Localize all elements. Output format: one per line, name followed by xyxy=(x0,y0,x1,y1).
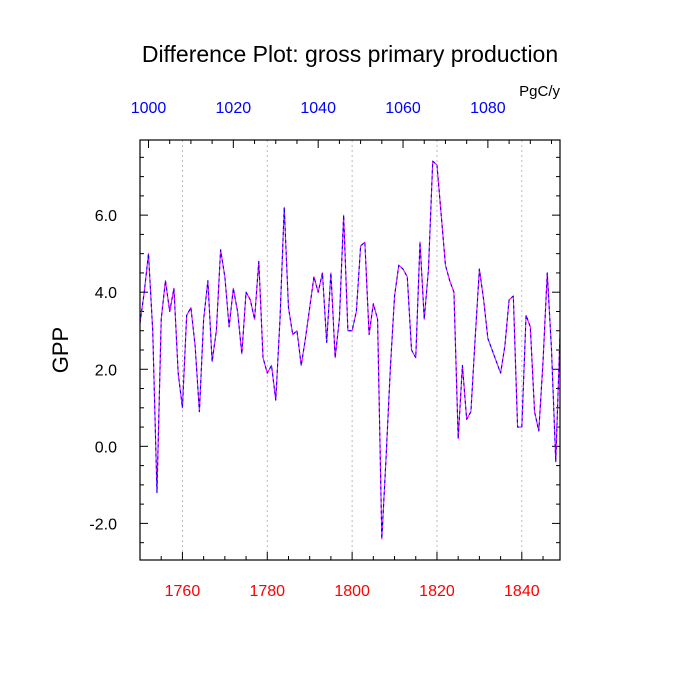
plot-frame xyxy=(139,139,561,561)
chart-title: Difference Plot: gross primary productio… xyxy=(142,41,558,67)
grid-lines xyxy=(182,140,523,560)
y-tick-label: 4.0 xyxy=(95,285,117,302)
tick-labels: 1760 1780 1800 1820 1840 1000 1020 1040 1060 1080… xyxy=(89,100,539,600)
series-line-case-b xyxy=(139,160,561,540)
x-bottom-tick-label: 1840 xyxy=(504,583,540,600)
y-tick-label: -2.0 xyxy=(89,516,117,533)
y-tick-label: 2.0 xyxy=(95,362,117,379)
x-top-tick-label: 1040 xyxy=(300,100,336,117)
x-bottom-tick-label: 1760 xyxy=(165,583,201,600)
x-top-tick-label: 1000 xyxy=(131,100,167,117)
x-top-tick-label: 1080 xyxy=(470,100,506,117)
units-label: PgC/y xyxy=(519,83,560,100)
x-top-tick-label: 1020 xyxy=(216,100,252,117)
x-top-tick-label: 1060 xyxy=(385,100,421,117)
series-lines xyxy=(139,160,561,540)
y-tick-label: 0.0 xyxy=(95,439,117,456)
x-bottom-tick-label: 1820 xyxy=(419,583,455,600)
y-tick-label: 6.0 xyxy=(95,208,117,225)
axis-ticks xyxy=(139,140,560,560)
y-axis-label: GPP xyxy=(48,327,73,373)
series-line-case-a xyxy=(139,160,561,540)
x-bottom-tick-label: 1780 xyxy=(249,583,285,600)
x-bottom-tick-label: 1800 xyxy=(334,583,370,600)
